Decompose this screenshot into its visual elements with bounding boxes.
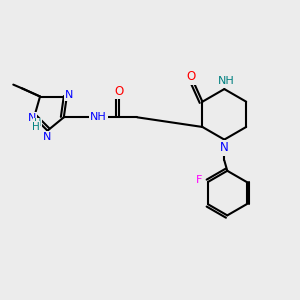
Text: NH: NH — [90, 112, 107, 122]
Text: N: N — [220, 141, 229, 154]
Text: O: O — [187, 70, 196, 83]
Text: N: N — [65, 90, 73, 100]
Text: F: F — [196, 176, 202, 185]
Text: N: N — [28, 113, 36, 123]
Text: NH: NH — [218, 76, 235, 86]
Text: H: H — [34, 118, 41, 128]
Text: O: O — [115, 85, 124, 98]
Text: H: H — [32, 122, 39, 132]
Text: N: N — [43, 132, 52, 142]
